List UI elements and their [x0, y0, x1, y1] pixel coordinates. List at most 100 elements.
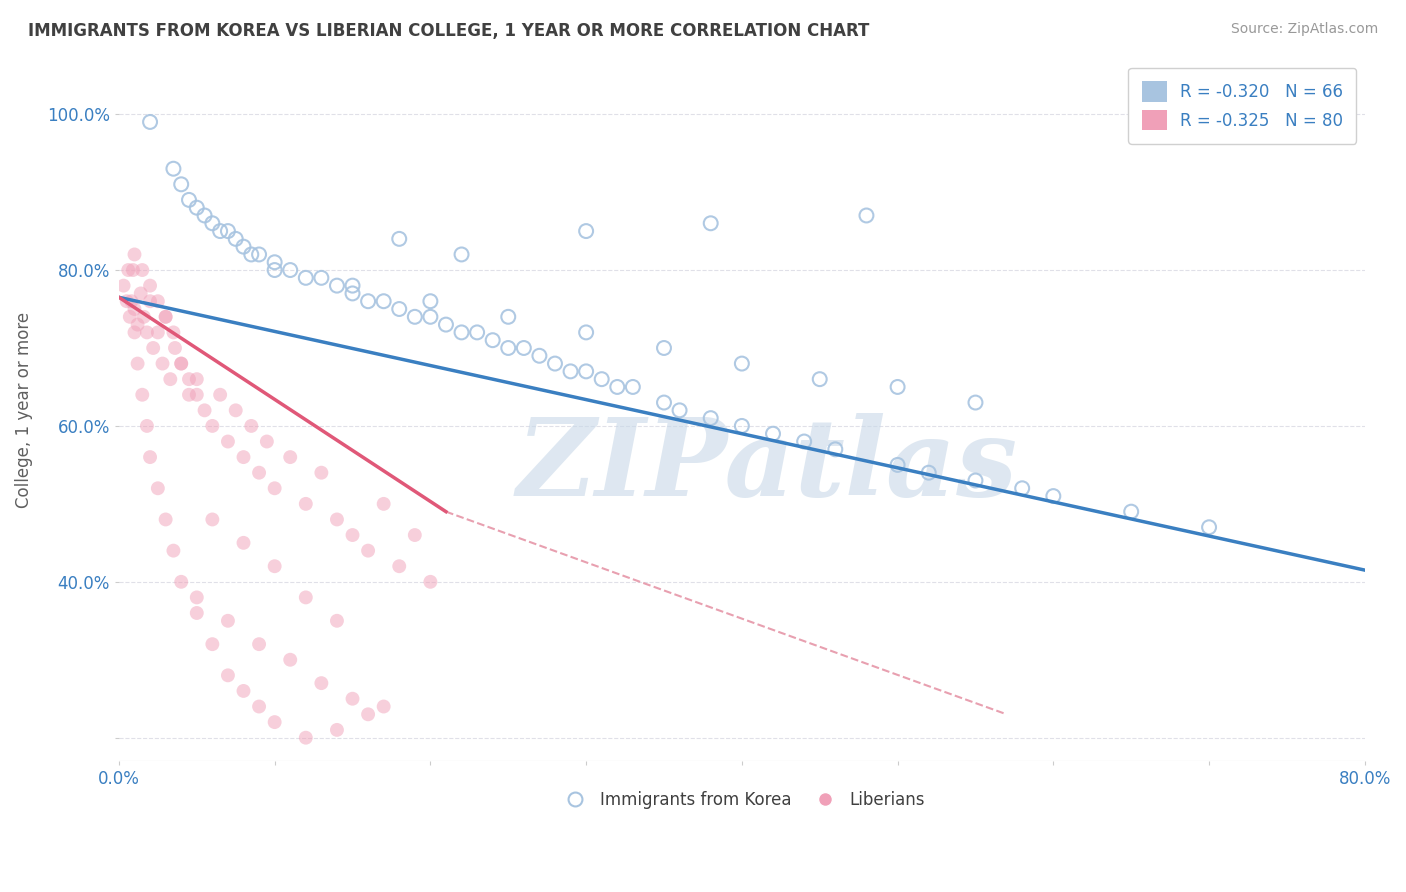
Point [388, 559, 411, 574]
Point [129, 286, 152, 301]
Point [263, 481, 285, 495]
Point [232, 536, 254, 550]
Point [124, 247, 146, 261]
Point [162, 326, 184, 340]
Point [357, 294, 380, 309]
Point [146, 294, 169, 309]
Point [450, 326, 472, 340]
Point [591, 372, 613, 386]
Point [170, 178, 193, 192]
Point [159, 372, 181, 386]
Point [731, 418, 754, 433]
Point [162, 543, 184, 558]
Point [117, 263, 139, 277]
Point [120, 294, 142, 309]
Point [132, 310, 155, 324]
Point [808, 372, 831, 386]
Point [152, 357, 174, 371]
Point [513, 341, 536, 355]
Point [256, 434, 278, 449]
Point [263, 715, 285, 730]
Point [886, 458, 908, 472]
Text: IMMIGRANTS FROM KOREA VS LIBERIAN COLLEGE, 1 YEAR OR MORE CORRELATION CHART: IMMIGRANTS FROM KOREA VS LIBERIAN COLLEG… [28, 22, 869, 40]
Point [357, 543, 380, 558]
Point [247, 699, 270, 714]
Point [373, 497, 395, 511]
Point [886, 380, 908, 394]
Point [294, 270, 316, 285]
Point [918, 466, 941, 480]
Point [652, 395, 675, 409]
Point [186, 372, 208, 386]
Point [217, 434, 239, 449]
Point [1011, 481, 1033, 495]
Point [225, 403, 247, 417]
Point [342, 528, 364, 542]
Point [699, 411, 721, 425]
Point [326, 614, 349, 628]
Point [311, 270, 333, 285]
Point [278, 263, 301, 277]
Point [762, 426, 785, 441]
Point [247, 637, 270, 651]
Point [139, 294, 162, 309]
Point [240, 418, 263, 433]
Point [278, 450, 301, 464]
Point [193, 403, 215, 417]
Point [965, 474, 987, 488]
Point [263, 559, 285, 574]
Point [450, 247, 472, 261]
Point [170, 574, 193, 589]
Point [496, 341, 519, 355]
Point [201, 637, 224, 651]
Point [311, 676, 333, 690]
Text: Source: ZipAtlas.com: Source: ZipAtlas.com [1230, 22, 1378, 37]
Point [326, 723, 349, 737]
Point [170, 357, 193, 371]
Y-axis label: College, 1 year or more: College, 1 year or more [15, 312, 32, 508]
Point [217, 668, 239, 682]
Point [668, 403, 690, 417]
Point [139, 278, 162, 293]
Point [139, 450, 162, 464]
Point [419, 310, 441, 324]
Point [326, 512, 349, 526]
Point [1121, 505, 1143, 519]
Point [465, 326, 488, 340]
Point [155, 512, 177, 526]
Point [124, 301, 146, 316]
Point [294, 497, 316, 511]
Point [209, 224, 232, 238]
Point [404, 310, 426, 324]
Point [388, 232, 411, 246]
Text: ZIPatlas: ZIPatlas [516, 414, 1018, 519]
Point [560, 364, 582, 378]
Point [496, 310, 519, 324]
Point [1198, 520, 1220, 534]
Point [155, 310, 177, 324]
Point [388, 301, 411, 316]
Point [855, 209, 877, 223]
Point [965, 395, 987, 409]
Point [263, 263, 285, 277]
Point [342, 691, 364, 706]
Point [434, 318, 457, 332]
Point [731, 357, 754, 371]
Point [201, 418, 224, 433]
Point [357, 707, 380, 722]
Point [621, 380, 644, 394]
Point [232, 450, 254, 464]
Point [575, 326, 598, 340]
Point [186, 591, 208, 605]
Point [209, 388, 232, 402]
Point [481, 333, 503, 347]
Point [575, 224, 598, 238]
Point [155, 310, 177, 324]
Point [131, 263, 153, 277]
Point [136, 418, 159, 433]
Point [240, 247, 263, 261]
Point [419, 294, 441, 309]
Point [699, 216, 721, 230]
Point [127, 357, 149, 371]
Point [311, 466, 333, 480]
